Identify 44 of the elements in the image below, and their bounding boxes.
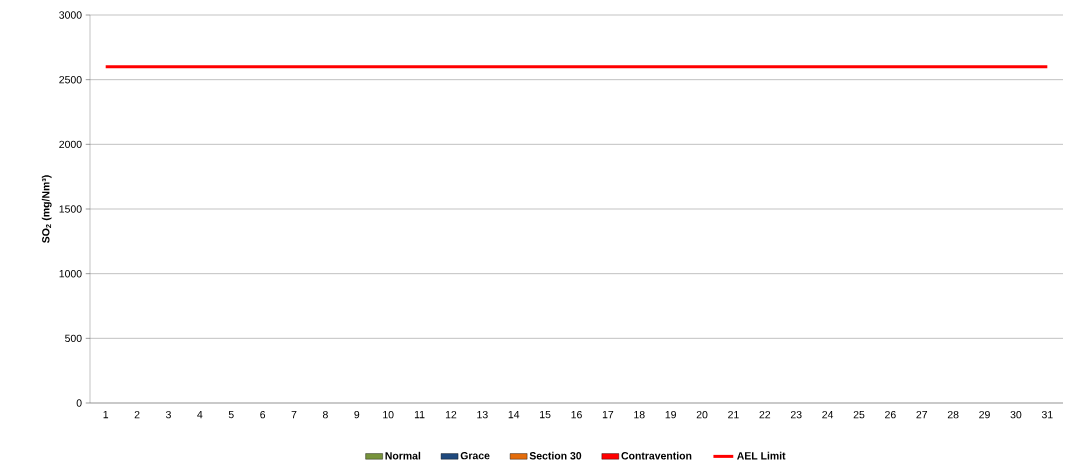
y-tick-label: 1500 [59, 205, 82, 213]
x-tick-label: 6 [260, 410, 266, 419]
x-tick-label: 19 [665, 410, 676, 419]
y-tick-label: 500 [65, 334, 82, 343]
x-tick-label: 31 [1041, 410, 1053, 419]
y-tick-label: 3000 [59, 11, 82, 19]
x-tick-label: 18 [634, 410, 645, 419]
x-tick-label: 3 [165, 410, 171, 419]
x-tick-label: 21 [728, 410, 739, 419]
x-tick-label: 22 [759, 410, 771, 419]
y-tick-label: 1000 [59, 269, 82, 278]
x-tick-label: 14 [508, 410, 520, 419]
legend-label: Contravention [621, 451, 692, 460]
x-tick-label: 16 [571, 410, 582, 419]
x-tick-label: 9 [354, 410, 360, 419]
y-tick-label: 2500 [59, 75, 82, 84]
x-tick-label: 30 [1010, 410, 1022, 419]
x-tick-label: 26 [885, 410, 896, 419]
x-tick-label: 12 [445, 410, 457, 419]
x-tick-label: 24 [822, 410, 834, 419]
x-tick-label: 5 [228, 410, 234, 419]
x-tick-label: 25 [853, 410, 865, 419]
x-tick-label: 11 [414, 410, 425, 419]
legend-label: Normal [385, 451, 421, 460]
x-tick-label: 15 [540, 410, 551, 419]
y-axis-title: SO$_{2}$ (mg/Nm³) [41, 175, 52, 243]
x-tick-label: 7 [291, 410, 297, 419]
x-tick-label: 27 [916, 410, 928, 419]
legend-label: Section 30 [529, 451, 582, 460]
x-tick-label: 29 [979, 410, 990, 419]
legend-label: Grace [460, 451, 490, 460]
x-tick-label: 10 [383, 410, 394, 419]
x-tick-label: 23 [790, 410, 802, 419]
x-tick-label: 28 [947, 410, 959, 419]
y-tick-label: 0 [76, 399, 82, 407]
x-tick-label: 13 [477, 410, 488, 419]
x-tick-label: 20 [696, 410, 708, 419]
x-tick-label: 8 [322, 410, 328, 419]
x-tick-label: 17 [602, 410, 614, 419]
legend-label: AEL Limit [737, 451, 786, 460]
x-tick-label: 2 [134, 410, 140, 419]
y-tick-label: 2000 [59, 140, 82, 149]
x-tick-label: 4 [197, 410, 203, 419]
x-tick-label: 1 [103, 410, 109, 419]
